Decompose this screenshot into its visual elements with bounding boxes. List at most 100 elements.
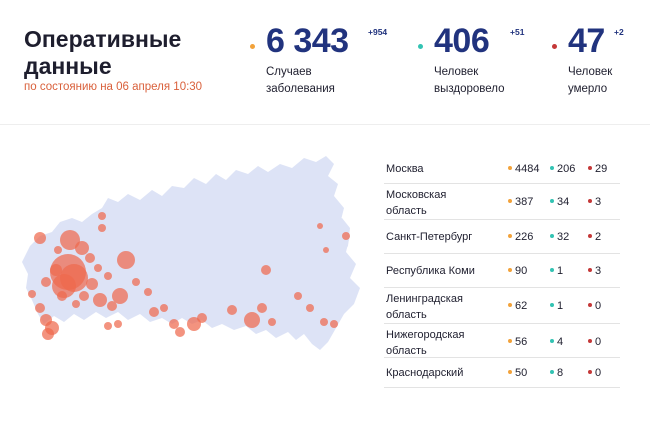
region-bubble [28,290,36,298]
region-row: Краснодарский 50 8 0 [384,358,620,388]
region-bubble [79,291,89,301]
region-bubble [34,232,46,244]
region-row: Ленинградская область 62 1 0 [384,288,620,324]
region-bubble [257,303,267,313]
recovered-label: Человек выздоровело [434,64,544,98]
region-bubble [268,318,276,326]
recovered-value: 406 [434,22,490,60]
region-bubble [52,274,76,298]
region-name-line-1: Нижегородская [386,329,465,341]
deaths-label-line-2: умерло [568,83,608,95]
region-bubble [104,322,112,330]
region-name-line-1: Ленинградская [386,293,463,305]
region-bubble [227,305,237,315]
recovered-label-line-2: выздоровело [434,83,505,95]
region-bubble [144,288,152,296]
cases-delta: +954 [368,27,388,37]
region-bubble [60,230,80,250]
region-bubble [98,224,106,232]
region-bubble [86,278,98,290]
region-name-line-1: Московская [386,189,447,201]
region-bubble [107,301,117,311]
cases-value: 6 343 [266,22,349,60]
cases-label-line-2: заболевания [266,83,335,95]
region-deaths: 0 [588,365,601,381]
bubble-layer [28,212,350,340]
region-bubble [72,300,80,308]
region-bubble [169,319,179,329]
region-bubble [187,317,201,331]
region-bubble [317,223,323,229]
region-bubble [294,292,302,300]
region-name: Санкт-Петербург [386,229,504,245]
region-name-line-1: Москва [386,163,424,175]
region-bubble [342,232,350,240]
region-deaths: 29 [588,161,607,177]
region-bubble [35,303,45,313]
deaths-dot-icon [552,44,557,49]
cases-dot-icon [250,44,255,49]
region-bubble [330,320,338,328]
russia-map [22,156,360,350]
region-row: Московская область 387 34 3 [384,184,620,220]
region-name: Ленинградская область [386,291,504,323]
region-bubble [75,241,89,255]
region-name: Москва [386,161,504,177]
region-bubble [98,212,106,220]
region-bubble [114,320,122,328]
region-bubble [132,278,140,286]
region-row: Республика Коми 90 1 3 [384,254,620,288]
recovered-label-line-1: Человек [434,66,479,78]
region-recovered: 32 [550,229,569,245]
region-recovered: 1 [550,298,563,314]
region-recovered: 4 [550,334,563,350]
page-title: Оперативные данные [24,26,181,80]
deaths-delta: +2 [614,27,624,37]
cases-label: Случаев заболевания [266,64,376,98]
region-deaths: 0 [588,334,601,350]
region-bubble [93,293,107,307]
recovered-delta: +51 [510,27,525,37]
region-bubble [323,247,329,253]
region-bubble [57,291,67,301]
region-bubble [54,246,62,254]
region-cases: 226 [508,229,533,245]
region-name-line-1: Краснодарский [386,367,464,379]
kamchatka-territory [332,218,350,258]
region-deaths: 2 [588,229,601,245]
region-bubble [112,288,128,304]
region-cases: 50 [508,365,527,381]
region-cases: 4484 [508,161,539,177]
region-bubble [85,253,95,263]
region-bubble [117,251,135,269]
region-deaths: 3 [588,263,601,279]
region-recovered: 1 [550,263,563,279]
region-name: Краснодарский [386,365,504,381]
region-bubble [306,304,314,312]
region-cases: 56 [508,334,527,350]
region-name-line-2: область [386,309,427,321]
region-row: Санкт-Петербург 226 32 2 [384,220,620,254]
title-line-1: Оперативные [24,26,182,52]
region-bubble [104,272,112,280]
region-bubble [320,318,328,326]
region-recovered: 8 [550,365,563,381]
region-bubble [160,304,168,312]
region-table: Москва 4484 206 29 Московская область 38… [384,154,620,388]
region-cases: 387 [508,194,533,210]
deaths-label: Человек умерло [568,64,650,98]
region-deaths: 0 [588,298,601,314]
region-bubble [42,328,54,340]
region-bubble [261,265,271,275]
region-recovered: 34 [550,194,569,210]
recovered-dot-icon [418,44,423,49]
region-name: Московская область [386,187,504,219]
update-timestamp: по состоянию на 06 апреля 10:30 [24,81,203,93]
region-bubble [244,312,260,328]
title-line-2: данные [24,53,112,79]
region-bubble [149,307,159,317]
region-name-line-2: область [386,205,427,217]
region-name: Нижегородская область [386,327,504,359]
region-bubble [50,264,62,276]
region-bubble [41,277,51,287]
